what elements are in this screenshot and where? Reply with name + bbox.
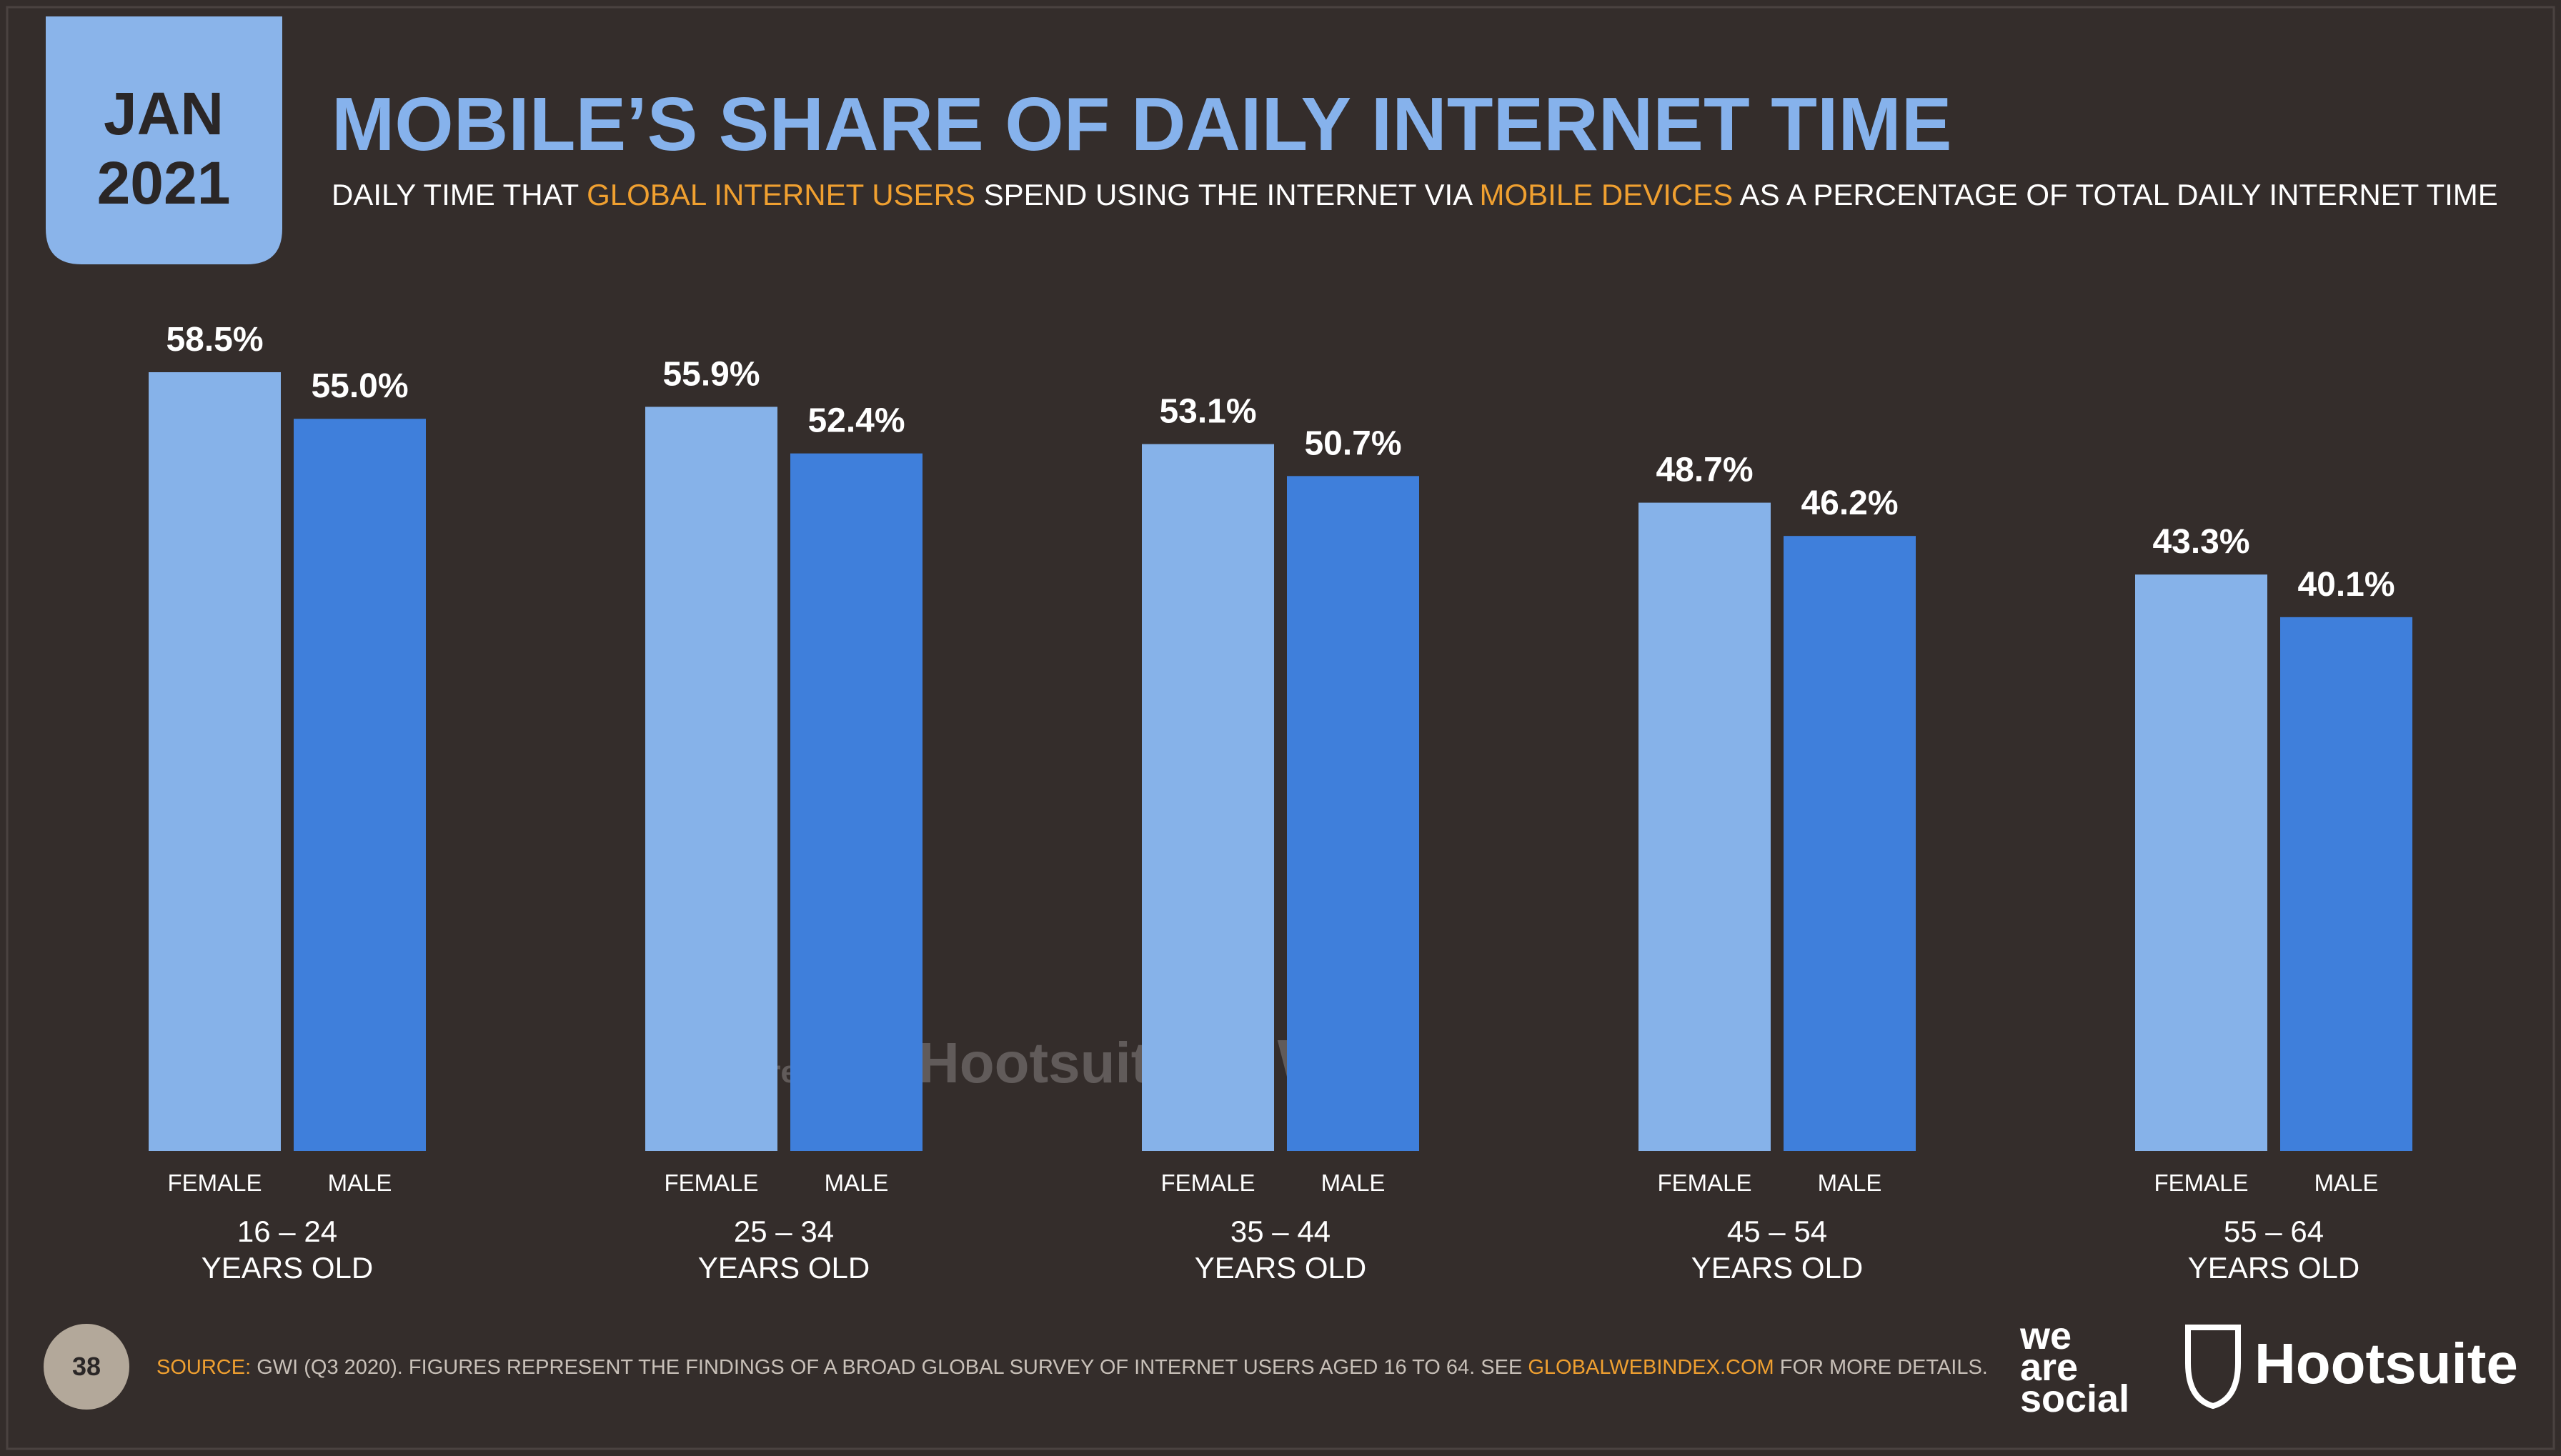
bar [2135,574,2267,1151]
value-label: 58.5% [166,321,263,359]
owl-icon [2185,1325,2241,1410]
source-part: GWI (Q3 2020). FIGURES REPRESENT THE FIN… [251,1356,1528,1379]
logo-text: social [2020,1377,2129,1420]
badge-month: JAN [104,80,224,147]
category-suffix: YEARS OLD [202,1251,373,1285]
source-part: FOR MORE DETAILS. [1774,1356,1988,1379]
series-label: MALE [1818,1170,1882,1196]
chart-subtitle: DAILY TIME THAT GLOBAL INTERNET USERS SP… [332,178,2498,211]
value-label: 43.3% [2152,523,2249,561]
bar [790,453,923,1151]
category-label: 25 – 34 [734,1215,834,1248]
bar [294,419,426,1152]
series-label: MALE [2314,1170,2379,1196]
category-label: 35 – 44 [1230,1215,1331,1248]
series-label: FEMALE [2154,1170,2248,1196]
page-number: 38 [72,1352,101,1381]
bar [1142,444,1274,1151]
bar [1638,502,1771,1151]
category-suffix: YEARS OLD [1195,1251,1366,1285]
category-suffix: YEARS OLD [1691,1251,1863,1285]
subtitle-part: GLOBAL INTERNET USERS [587,178,975,211]
chart-title: MOBILE’S SHARE OF DAILY INTERNET TIME [332,82,1951,166]
bar [1784,536,1916,1151]
logo-text: are [2020,1346,2078,1389]
bar [1287,476,1419,1151]
category-label: 55 – 64 [2224,1215,2324,1248]
series-label: MALE [328,1170,392,1196]
frame [6,6,2555,1450]
date-badge [46,16,282,264]
value-label: 55.0% [311,367,408,405]
logo-text: we [2019,1315,2072,1357]
series-label: FEMALE [167,1170,262,1196]
bar [149,372,281,1151]
subtitle-part: AS A PERCENTAGE OF TOTAL DAILY INTERNET … [1733,178,2498,211]
bar [2280,617,2412,1151]
value-label: 48.7% [1656,452,1753,489]
value-label: 52.4% [807,402,905,440]
series-label: FEMALE [1160,1170,1255,1196]
source-part: GLOBALWEBINDEX.COM [1528,1356,1774,1379]
source-note: SOURCE: GWI (Q3 2020). FIGURES REPRESENT… [156,1356,1988,1379]
category-suffix: YEARS OLD [2188,1251,2359,1285]
bar [645,407,777,1151]
badge-year: 2021 [97,149,231,216]
value-label: 50.7% [1304,424,1401,462]
source-part: SOURCE: [156,1356,251,1379]
series-label: MALE [825,1170,889,1196]
series-label: FEMALE [1657,1170,1751,1196]
page-badge [44,1324,129,1410]
series-label: FEMALE [664,1170,758,1196]
category-label: 45 – 54 [1727,1215,1827,1248]
category-suffix: YEARS OLD [698,1251,870,1285]
subtitle-part: SPEND USING THE INTERNET VIA [975,178,1480,211]
watermark-text: Hootsuite [918,1031,1182,1095]
subtitle-part: DAILY TIME THAT [332,178,587,211]
series-label: MALE [1321,1170,1386,1196]
category-label: 16 – 24 [237,1215,337,1248]
value-label: 46.2% [1801,484,1898,522]
value-label: 53.1% [1159,393,1256,431]
value-label: 40.1% [2297,566,2395,604]
subtitle-part: MOBILE DEVICES [1480,178,1734,211]
logo-text: Hootsuite [2254,1332,2518,1395]
value-label: 55.9% [662,355,760,393]
